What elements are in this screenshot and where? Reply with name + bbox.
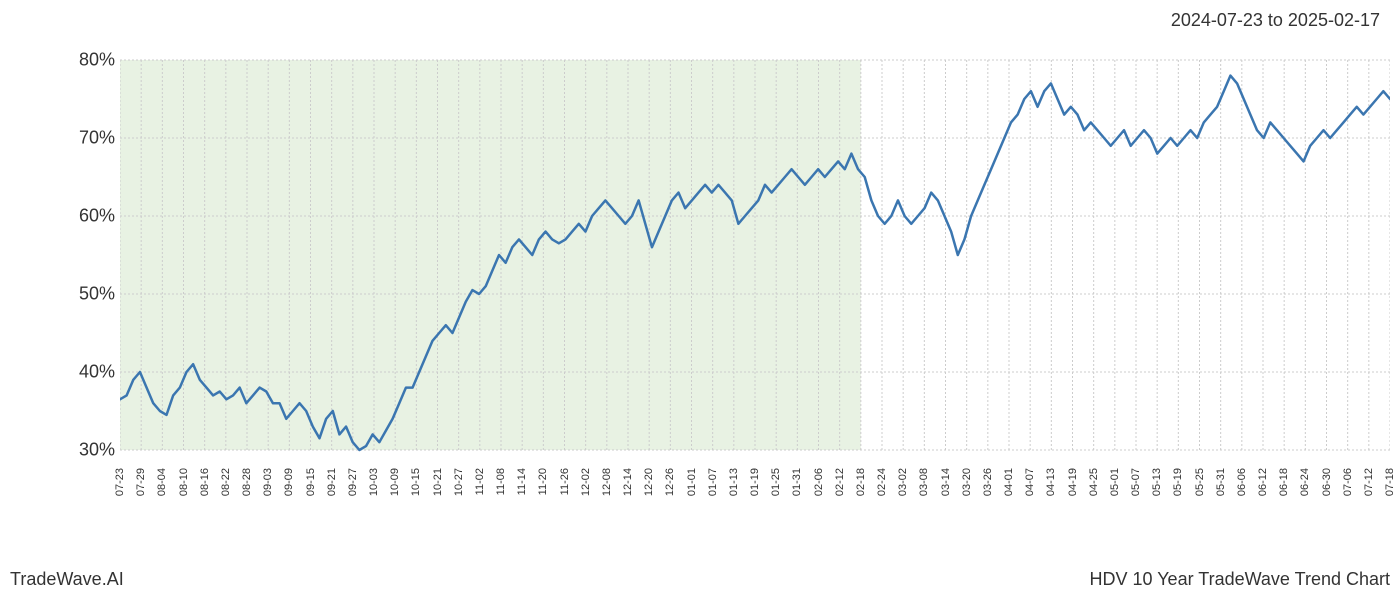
x-tick-label: 10-15 [410,468,422,496]
y-tick-label: 30% [79,440,115,461]
x-tick-label: 11-14 [516,468,528,495]
x-tick-label: 01-25 [770,468,782,496]
x-tick-label: 05-25 [1194,468,1206,496]
x-tick-label: 10-09 [389,468,401,496]
x-tick-label: 12-02 [580,468,592,496]
x-tick-label: 04-25 [1088,468,1100,496]
x-tick-label: 09-21 [326,468,338,496]
x-tick-label: 10-03 [368,468,380,496]
x-tick-label: 11-20 [537,468,549,495]
x-tick-label: 06-30 [1321,468,1333,496]
x-tick-label: 07-23 [114,468,126,496]
x-tick-label: 09-03 [262,468,274,496]
y-tick-label: 80% [79,50,115,71]
x-tick-label: 07-29 [135,468,147,496]
x-tick-label: 01-31 [791,468,803,496]
date-range-label: 2024-07-23 to 2025-02-17 [1171,10,1380,31]
x-tick-label: 08-28 [241,468,253,496]
x-tick-label: 03-20 [961,468,973,496]
x-tick-label: 01-19 [749,468,761,496]
x-tick-label: 02-12 [834,468,846,496]
trend-chart [120,50,1390,460]
y-tick-label: 40% [79,362,115,383]
x-tick-label: 10-21 [432,468,444,496]
chart-title: HDV 10 Year TradeWave Trend Chart [1090,569,1391,590]
x-tick-label: 01-01 [686,468,698,496]
x-tick-label: 04-19 [1067,468,1079,496]
x-tick-label: 05-01 [1109,468,1121,496]
x-tick-label: 07-06 [1342,468,1354,496]
x-tick-label: 06-24 [1299,468,1311,496]
x-tick-label: 08-04 [156,468,168,496]
x-tick-label: 12-14 [622,468,634,496]
x-tick-label: 01-13 [728,468,740,496]
x-tick-label: 05-19 [1172,468,1184,496]
x-tick-label: 02-06 [813,468,825,496]
x-tick-label: 04-07 [1024,468,1036,496]
y-tick-label: 50% [79,284,115,305]
x-tick-label: 06-18 [1278,468,1290,496]
x-tick-label: 08-16 [199,468,211,496]
x-tick-label: 07-18 [1384,468,1396,496]
x-tick-label: 11-02 [474,468,486,495]
x-tick-label: 05-13 [1151,468,1163,496]
x-tick-label: 03-26 [982,468,994,496]
x-tick-label: 03-02 [897,468,909,496]
x-tick-label: 03-08 [918,468,930,496]
x-tick-label: 08-22 [220,468,232,496]
x-tick-label: 09-15 [305,468,317,496]
x-tick-label: 02-24 [876,468,888,496]
x-tick-label: 12-08 [601,468,613,496]
x-tick-label: 11-08 [495,468,507,495]
y-tick-label: 70% [79,128,115,149]
x-tick-label: 05-31 [1215,468,1227,496]
y-tick-label: 60% [79,206,115,227]
x-tick-label: 07-12 [1363,468,1375,496]
brand-label: TradeWave.AI [10,569,124,590]
x-tick-label: 08-10 [178,468,190,496]
x-tick-label: 03-14 [940,468,952,496]
x-tick-label: 01-07 [707,468,719,496]
x-tick-label: 09-27 [347,468,359,496]
x-tick-label: 06-12 [1257,468,1269,496]
x-tick-label: 10-27 [453,468,465,496]
x-tick-label: 05-07 [1130,468,1142,496]
x-tick-label: 11-26 [559,468,571,495]
chart-svg [120,50,1390,460]
x-tick-label: 12-20 [643,468,655,496]
x-tick-label: 04-01 [1003,468,1015,496]
x-tick-label: 09-09 [283,468,295,496]
x-tick-label: 02-18 [855,468,867,496]
x-tick-label: 04-13 [1045,468,1057,496]
x-tick-label: 06-06 [1236,468,1248,496]
x-tick-label: 12-26 [664,468,676,496]
